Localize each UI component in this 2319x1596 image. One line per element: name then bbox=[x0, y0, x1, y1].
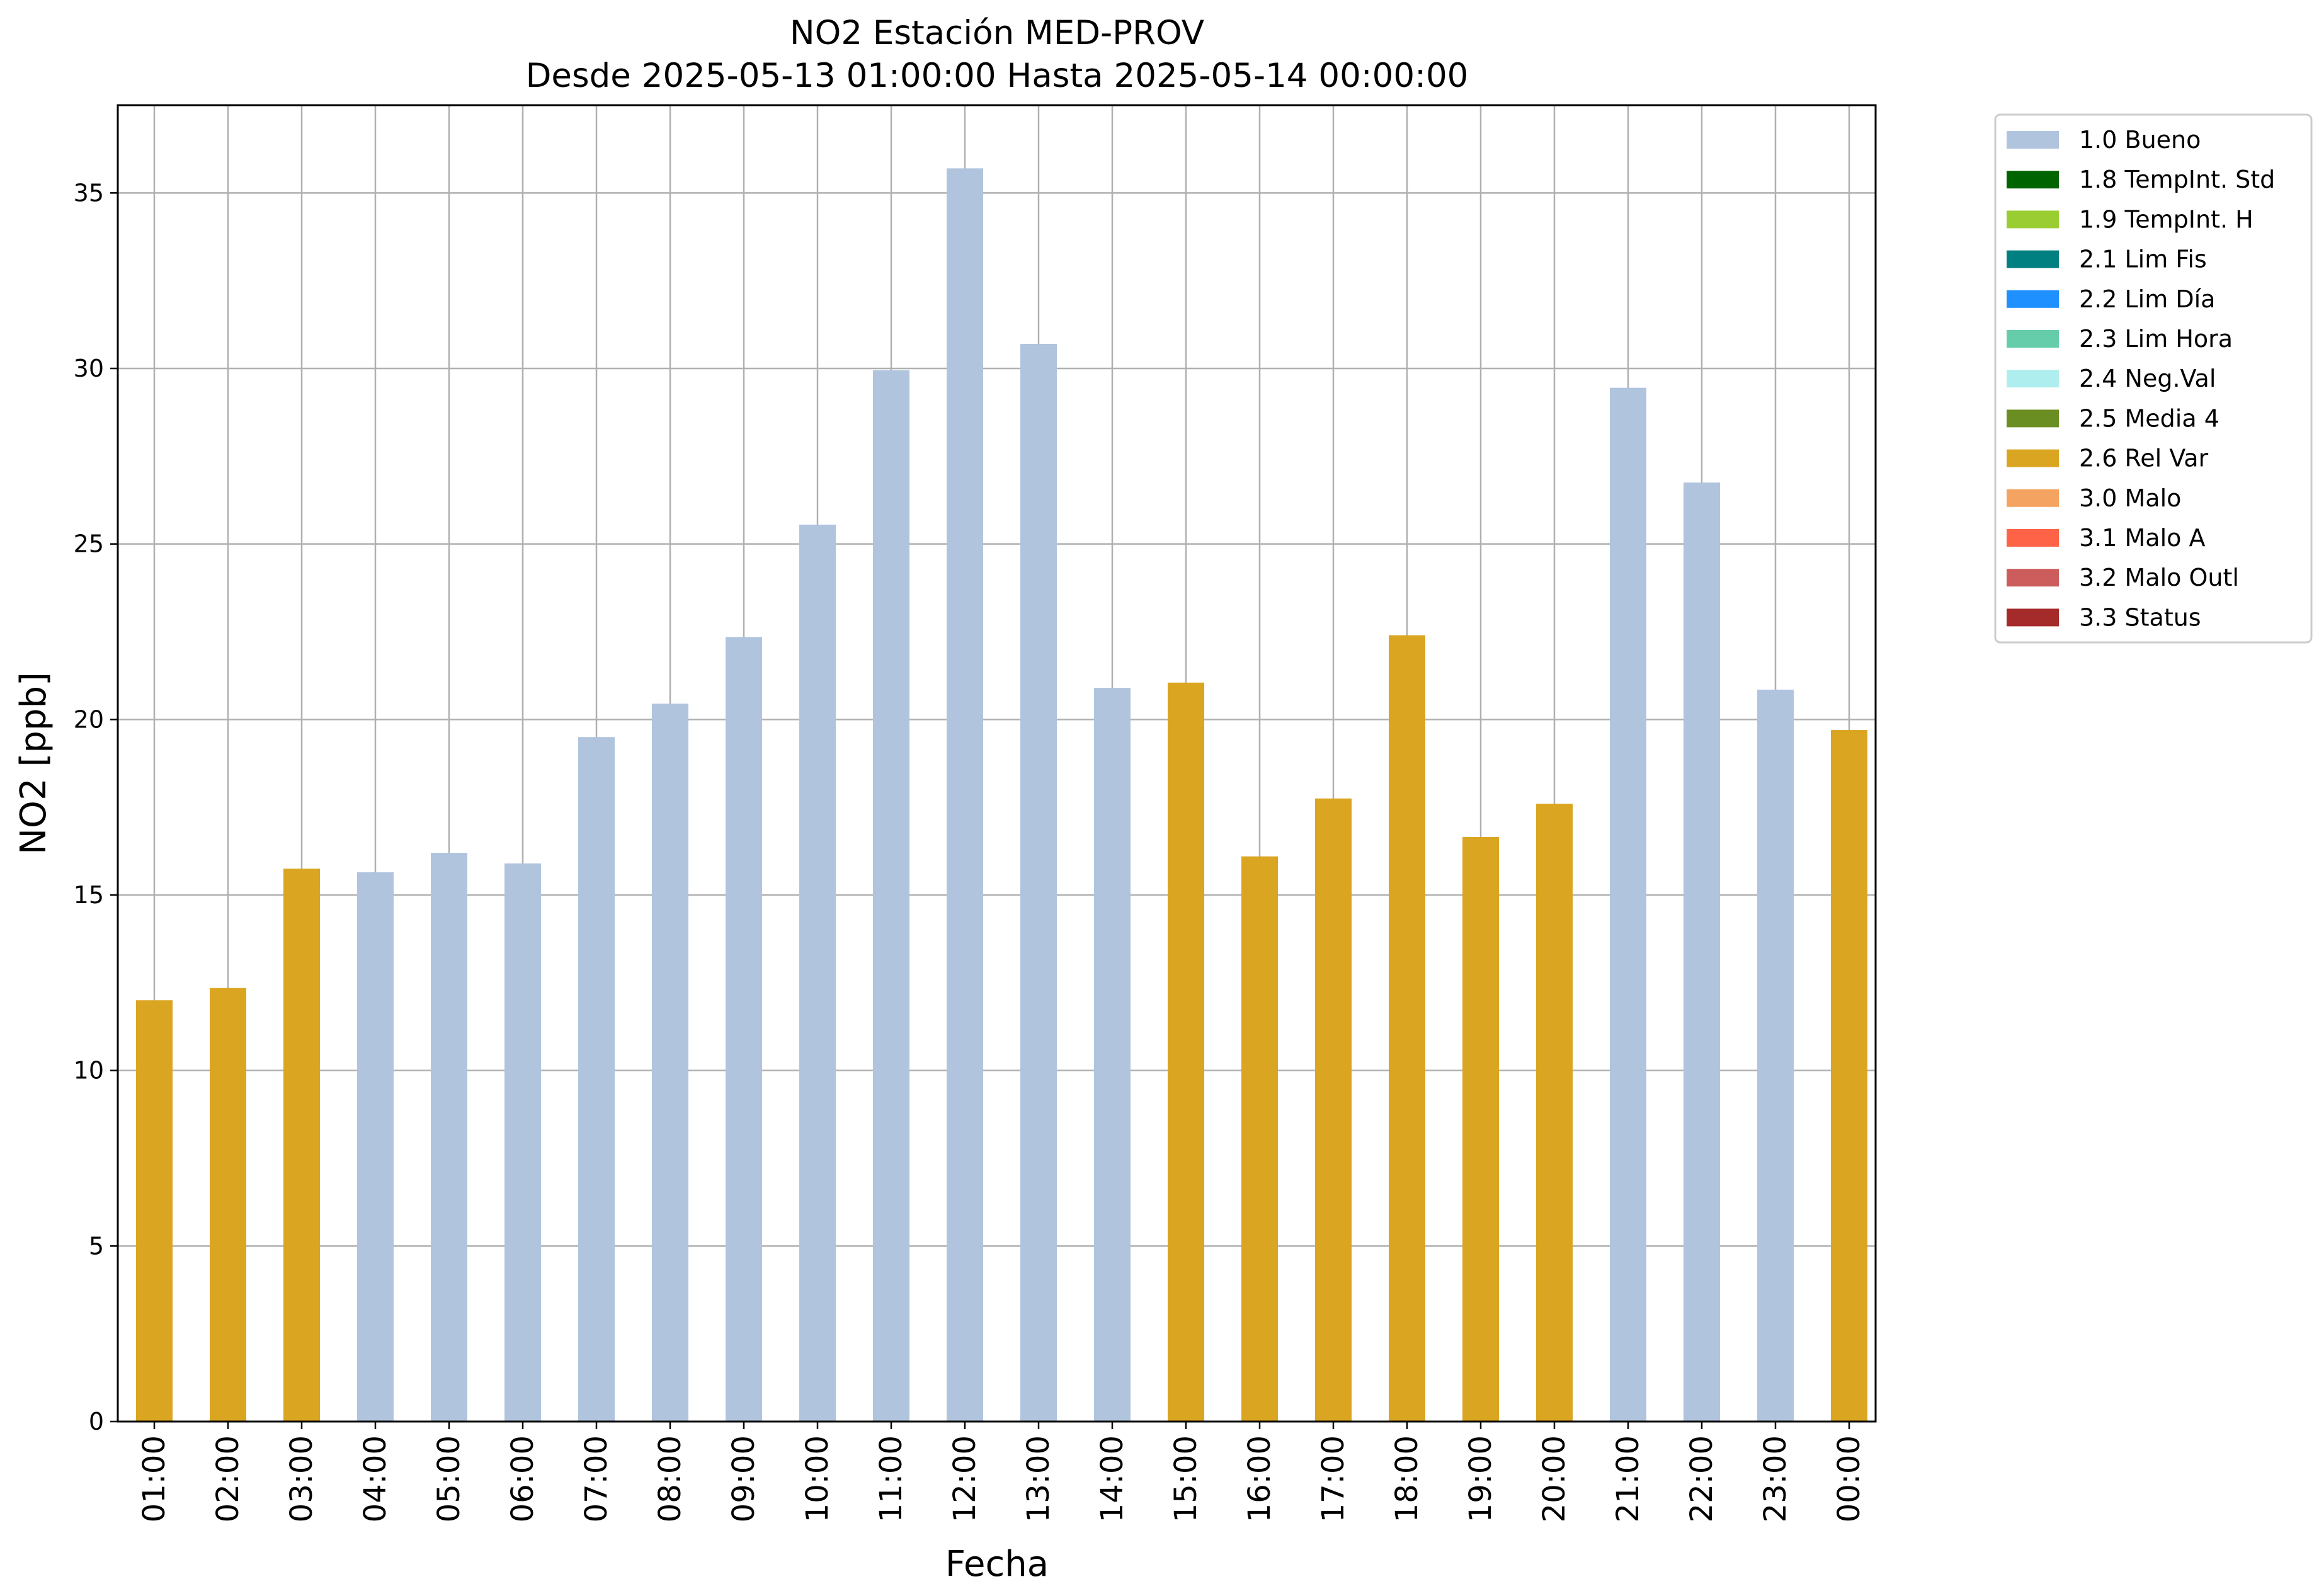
legend-swatch bbox=[2007, 171, 2059, 189]
bar-07:00 bbox=[578, 737, 615, 1422]
legend-label: 3.2 Malo Outl bbox=[2079, 564, 2239, 591]
legend-label: 2.5 Media 4 bbox=[2079, 404, 2219, 432]
bar-11:00 bbox=[873, 370, 909, 1422]
legend-label: 2.1 Lim Fis bbox=[2079, 246, 2207, 273]
x-tick-label: 09:00 bbox=[726, 1435, 761, 1522]
bar-17:00 bbox=[1315, 798, 1352, 1422]
y-tick-label: 0 bbox=[89, 1408, 104, 1435]
legend-swatch bbox=[2007, 131, 2059, 149]
y-axis: 0 5 10 15 20 25 30 35 bbox=[74, 179, 118, 1435]
legend: 1.0 Bueno 1.8 TempInt. Std 1.9 TempInt. H 2… bbox=[1994, 113, 2313, 644]
y-axis-label: NO2 [ppb] bbox=[13, 672, 54, 855]
bar-08:00 bbox=[652, 704, 688, 1422]
legend-label: 2.4 Neg.Val bbox=[2079, 365, 2216, 392]
bar-09:00 bbox=[726, 637, 762, 1422]
legend-swatch bbox=[2007, 370, 2059, 388]
bar-02:00 bbox=[210, 988, 246, 1422]
x-tick-label: 15:00 bbox=[1168, 1435, 1204, 1522]
bar-10:00 bbox=[799, 525, 836, 1422]
bar-00:00 bbox=[1831, 730, 1867, 1422]
y-tick-label: 30 bbox=[74, 355, 104, 382]
bar-19:00 bbox=[1462, 837, 1499, 1422]
legend-label: 3.3 Status bbox=[2079, 603, 2201, 631]
x-tick-label: 19:00 bbox=[1463, 1435, 1498, 1522]
x-axis: 01:00 02:00 03:00 04:00 05:00 06:00 07:00 08:00… bbox=[137, 1422, 1867, 1522]
legend-label: 2.6 Rel Var bbox=[2079, 445, 2209, 472]
x-tick-label: 11:00 bbox=[874, 1435, 909, 1522]
chart-subtitle: Desde 2025-05-13 01:00:00 Hasta 2025-05-… bbox=[526, 57, 1469, 95]
y-tick-label: 15 bbox=[74, 881, 104, 909]
bar-13:00 bbox=[1020, 343, 1057, 1422]
legend-label: 2.2 Lim Día bbox=[2079, 285, 2215, 313]
x-tick-label: 02:00 bbox=[210, 1435, 246, 1522]
bar-15:00 bbox=[1168, 682, 1204, 1422]
legend-swatch bbox=[2007, 250, 2059, 268]
x-tick-label: 18:00 bbox=[1389, 1435, 1425, 1522]
x-tick-label: 23:00 bbox=[1758, 1435, 1793, 1522]
bar-12:00 bbox=[947, 168, 983, 1422]
bar-05:00 bbox=[431, 853, 467, 1422]
legend-swatch bbox=[2007, 569, 2059, 587]
bar-04:00 bbox=[357, 872, 394, 1422]
bars bbox=[136, 168, 1867, 1422]
bar-23:00 bbox=[1757, 689, 1794, 1422]
legend-swatch bbox=[2007, 290, 2059, 308]
x-tick-label: 06:00 bbox=[505, 1435, 540, 1522]
x-tick-label: 00:00 bbox=[1832, 1435, 1867, 1522]
bar-03:00 bbox=[283, 869, 320, 1422]
legend-label: 1.8 TempInt. Std bbox=[2079, 166, 2275, 193]
y-tick-label: 20 bbox=[74, 705, 104, 733]
x-tick-label: 12:00 bbox=[947, 1435, 983, 1522]
bar-22:00 bbox=[1684, 482, 1720, 1422]
x-tick-label: 16:00 bbox=[1242, 1435, 1277, 1522]
legend-swatch bbox=[2007, 489, 2059, 507]
x-tick-label: 07:00 bbox=[579, 1435, 614, 1522]
bar-21:00 bbox=[1610, 387, 1646, 1422]
y-tick-label: 25 bbox=[74, 530, 104, 558]
x-tick-label: 17:00 bbox=[1316, 1435, 1351, 1522]
bar-01:00 bbox=[136, 1000, 173, 1422]
bar-20:00 bbox=[1536, 804, 1573, 1422]
legend-label: 1.9 TempInt. H bbox=[2079, 205, 2253, 233]
x-tick-label: 13:00 bbox=[1021, 1435, 1056, 1522]
x-tick-label: 22:00 bbox=[1684, 1435, 1719, 1522]
x-axis-label: Fecha bbox=[945, 1544, 1049, 1585]
x-tick-label: 14:00 bbox=[1095, 1435, 1130, 1522]
legend-label: 3.0 Malo bbox=[2079, 484, 2181, 512]
x-tick-label: 08:00 bbox=[652, 1435, 688, 1522]
x-tick-label: 21:00 bbox=[1610, 1435, 1646, 1522]
legend-label: 3.1 Malo A bbox=[2079, 524, 2205, 552]
bar-16:00 bbox=[1241, 856, 1278, 1422]
bar-06:00 bbox=[504, 863, 541, 1422]
legend-swatch bbox=[2007, 608, 2059, 627]
legend-frame bbox=[1994, 113, 2313, 644]
legend-swatch bbox=[2007, 330, 2059, 348]
x-tick-label: 03:00 bbox=[284, 1435, 319, 1522]
x-tick-label: 10:00 bbox=[800, 1435, 835, 1522]
bar-18:00 bbox=[1389, 635, 1425, 1422]
chart-title: NO2 Estación MED-PROV bbox=[790, 14, 1204, 52]
legend-swatch bbox=[2007, 210, 2059, 229]
x-tick-label: 05:00 bbox=[431, 1435, 467, 1522]
plot-frame bbox=[117, 104, 1877, 1423]
legend-label: 1.0 Bueno bbox=[2079, 126, 2201, 154]
legend-swatch bbox=[2007, 449, 2059, 467]
y-tick-label: 35 bbox=[74, 179, 104, 207]
legend-swatch bbox=[2007, 409, 2059, 428]
bar-14:00 bbox=[1094, 688, 1131, 1422]
x-tick-label: 04:00 bbox=[358, 1435, 393, 1522]
y-tick-label: 10 bbox=[74, 1057, 104, 1085]
x-tick-label: 01:00 bbox=[137, 1435, 172, 1522]
legend-label: 2.3 Lim Hora bbox=[2079, 325, 2233, 353]
y-tick-label: 5 bbox=[89, 1232, 104, 1260]
legend-swatch bbox=[2007, 529, 2059, 547]
x-tick-label: 20:00 bbox=[1537, 1435, 1572, 1522]
